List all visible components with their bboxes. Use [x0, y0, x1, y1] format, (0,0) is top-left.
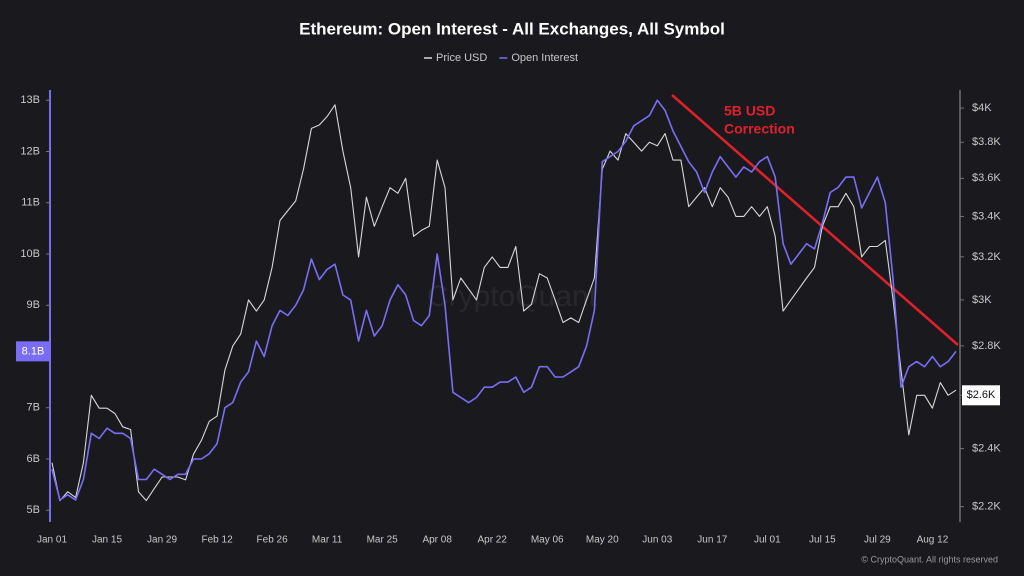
legend-label: Price USD	[436, 52, 487, 64]
annotation: 5B USD	[724, 103, 775, 119]
x-tick-label: Jul 29	[864, 535, 891, 546]
y2-tick-label: $2.2K	[972, 501, 1001, 513]
watermark: CryptoQuant	[427, 280, 598, 313]
y-tick-label: 12B	[20, 145, 40, 157]
x-tick-label: Feb 12	[202, 535, 234, 546]
y-tick-label: 5B	[27, 504, 40, 516]
y2-tick-label: $3K	[972, 294, 992, 306]
y-tick-label: 9B	[27, 299, 40, 311]
x-tick-label: Jul 15	[809, 535, 836, 546]
y-tick-label: 7B	[27, 402, 40, 414]
current-value-label: 8.1B	[22, 345, 45, 357]
x-tick-label: Apr 22	[477, 535, 507, 546]
trend-line	[671, 94, 959, 346]
x-tick-label: Mar 25	[367, 535, 399, 546]
y2-tick-label: $3.4K	[972, 210, 1001, 222]
y-tick-label: 6B	[27, 453, 40, 465]
x-tick-label: Jan 29	[147, 535, 177, 546]
y2-tick-label: $4K	[972, 102, 992, 114]
x-tick-label: Mar 11	[312, 535, 343, 546]
y-tick-label: 11B	[21, 197, 40, 209]
x-tick-label: Jul 01	[754, 535, 781, 546]
chart-title: Ethereum: Open Interest - All Exchanges,…	[299, 19, 725, 38]
y2-tick-label: $2.8K	[972, 340, 1001, 352]
x-tick-label: Jan 01	[37, 535, 67, 546]
y2-tick-label: $3.6K	[972, 172, 1001, 184]
y2-tick-label: $2.4K	[972, 443, 1001, 455]
annotation: Correction	[724, 121, 795, 137]
x-tick-label: Aug 12	[917, 535, 949, 546]
legend: Price USD Open Interest	[424, 52, 578, 64]
y-tick-label: 10B	[20, 248, 40, 260]
series-line	[51, 104, 957, 502]
current-value-label: $2.6K	[967, 389, 996, 401]
y2-tick-label: $3.2K	[972, 251, 1001, 263]
legend-label: Open Interest	[511, 52, 578, 64]
x-tick-label: May 06	[531, 535, 564, 546]
x-tick-label: Jan 15	[92, 535, 122, 546]
x-tick-label: Jun 03	[642, 535, 672, 546]
x-tick-label: Apr 08	[422, 535, 452, 546]
series-line	[51, 99, 957, 501]
credit: © CryptoQuant. All rights reserved	[861, 554, 998, 564]
x-tick-label: May 20	[586, 535, 619, 546]
current-value-box	[16, 341, 50, 362]
y2-tick-label: $3.8K	[972, 136, 1001, 148]
y-tick-label: 13B	[20, 94, 40, 106]
x-tick-label: Feb 26	[257, 535, 289, 546]
current-value-box	[962, 385, 1000, 406]
x-tick-label: Jun 17	[697, 535, 727, 546]
